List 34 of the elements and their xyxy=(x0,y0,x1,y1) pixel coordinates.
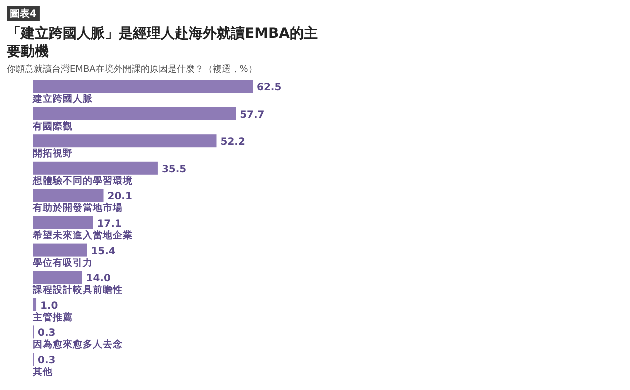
bar xyxy=(33,244,88,257)
y-tick-label: 因為愈來愈多人去念 xyxy=(33,338,123,351)
bar xyxy=(33,134,217,148)
bar xyxy=(33,298,37,312)
y-tick-label: 建立跨國人脈 xyxy=(32,93,94,105)
y-tick-label: 有國際觀 xyxy=(32,120,73,132)
data-label: 52.2 xyxy=(220,137,246,148)
data-label: 20.1 xyxy=(108,192,132,203)
data-label: 15.4 xyxy=(91,246,116,258)
chart-title: 「建立跨國人脈」是經理人赴海外就讀EMBA的主要動機 xyxy=(6,25,318,60)
data-label: 1.0 xyxy=(40,300,58,312)
chart-subtitle: 你願意就讀台灣EMBA在境外開課的原因是什麼？（複選，%） xyxy=(7,64,258,75)
y-tick-label: 希望未來進入當地企業 xyxy=(32,230,133,242)
bar xyxy=(33,80,253,93)
y-tick-label: 想體驗不同的學習環境 xyxy=(32,174,134,187)
bar xyxy=(33,162,158,175)
data-label: 14.0 xyxy=(86,274,111,285)
y-tick-label: 主管推薦 xyxy=(32,311,73,324)
data-label: 62.5 xyxy=(257,82,282,94)
data-label: 0.3 xyxy=(38,328,56,340)
bar xyxy=(33,189,104,202)
data-label: 35.5 xyxy=(162,164,187,176)
data-label: 17.1 xyxy=(97,219,122,230)
bar xyxy=(33,107,236,120)
y-tick-label: 開拓視野 xyxy=(33,148,73,160)
bar xyxy=(33,216,94,230)
annotation: 圖表4 xyxy=(7,6,40,21)
y-tick-label: 其他 xyxy=(32,366,54,378)
data-label: 0.3 xyxy=(38,356,56,366)
y-tick-label: 學位有吸引力 xyxy=(33,256,93,269)
y-tick-label: 有助於開發當地市場 xyxy=(32,202,123,214)
bar xyxy=(33,271,82,284)
data-label: 57.7 xyxy=(240,110,265,121)
y-tick-label: 課程設計較具前瞻性 xyxy=(32,284,123,296)
